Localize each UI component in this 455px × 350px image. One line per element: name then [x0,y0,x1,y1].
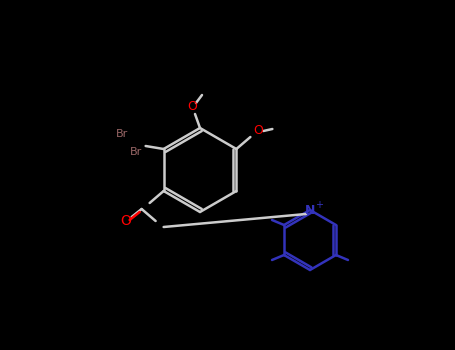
Text: Br: Br [116,129,127,139]
Text: O: O [120,214,131,228]
Text: O: O [253,125,263,138]
Text: +: + [315,200,323,210]
Text: O: O [187,99,197,112]
Text: Br: Br [130,147,142,157]
Text: N: N [305,203,315,217]
